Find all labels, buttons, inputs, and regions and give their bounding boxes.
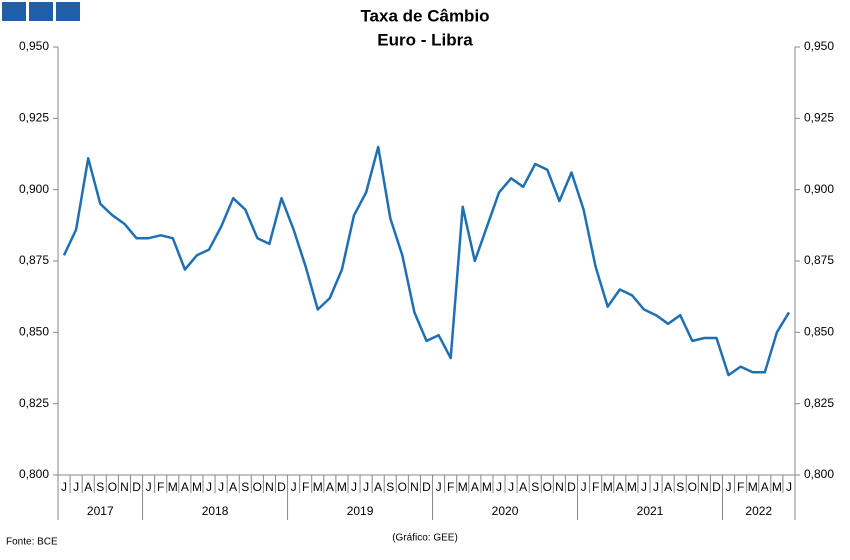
x-tick-label: O: [688, 480, 697, 494]
x-tick-label: M: [748, 480, 758, 494]
x-tick-label: A: [519, 480, 527, 494]
y-tick-label: 0,825: [19, 396, 49, 410]
x-tick-label: A: [761, 480, 769, 494]
x-tick-label: M: [603, 480, 613, 494]
x-tick-label: A: [326, 480, 334, 494]
x-tick-label: N: [555, 480, 564, 494]
logo-block: [2, 2, 26, 21]
y2-tick-label: 0,800: [804, 467, 834, 481]
x-tick-label: M: [627, 480, 637, 494]
x-tick-label: J: [218, 480, 224, 494]
x-tick-label: J: [206, 480, 212, 494]
source: Fonte: BCE: [6, 537, 58, 548]
y2-tick-label: 0,875: [804, 253, 834, 267]
x-tick-label: J: [786, 480, 792, 494]
credit: (Gráfico: GEE): [392, 533, 458, 544]
year-label: 2020: [492, 504, 519, 518]
x-tick-label: S: [386, 480, 394, 494]
x-tick-label: N: [265, 480, 274, 494]
x-tick-label: O: [108, 480, 117, 494]
x-tick-label: N: [120, 480, 129, 494]
x-tick-label: J: [641, 480, 647, 494]
x-tick-label: S: [676, 480, 684, 494]
x-tick-label: N: [410, 480, 419, 494]
x-tick-label: F: [447, 480, 454, 494]
year-label: 2022: [745, 504, 772, 518]
x-tick-label: D: [712, 480, 721, 494]
x-tick-label: S: [96, 480, 104, 494]
x-tick-label: A: [84, 480, 92, 494]
x-tick-label: J: [363, 480, 369, 494]
x-tick-label: J: [146, 480, 152, 494]
year-label: 2021: [637, 504, 664, 518]
x-tick-label: D: [132, 480, 141, 494]
x-tick-label: A: [374, 480, 382, 494]
year-label: 2017: [87, 504, 114, 518]
x-tick-label: J: [508, 480, 514, 494]
x-tick-label: D: [567, 480, 576, 494]
y-tick-label: 0,925: [19, 111, 49, 125]
y-tick-label: 0,900: [19, 182, 49, 196]
y-tick-label: 0,875: [19, 253, 49, 267]
x-tick-label: M: [772, 480, 782, 494]
x-tick-label: J: [496, 480, 502, 494]
x-tick-label: O: [398, 480, 407, 494]
x-tick-label: S: [531, 480, 539, 494]
chart-title: Taxa de Câmbio: [360, 6, 489, 25]
x-tick-label: M: [192, 480, 202, 494]
x-tick-label: J: [653, 480, 659, 494]
x-tick-label: M: [337, 480, 347, 494]
x-tick-label: J: [61, 480, 67, 494]
x-tick-label: J: [581, 480, 587, 494]
x-tick-label: A: [664, 480, 672, 494]
x-tick-label: A: [181, 480, 189, 494]
x-tick-label: O: [253, 480, 262, 494]
x-tick-label: A: [616, 480, 624, 494]
x-tick-label: J: [73, 480, 79, 494]
x-tick-label: J: [436, 480, 442, 494]
data-line: [62, 145, 791, 377]
x-tick-label: M: [168, 480, 178, 494]
year-label: 2018: [202, 504, 229, 518]
x-tick-label: S: [241, 480, 249, 494]
x-tick-label: O: [543, 480, 552, 494]
x-tick-label: J: [291, 480, 297, 494]
y-tick-label: 0,850: [19, 325, 49, 339]
y2-tick-label: 0,950: [804, 39, 834, 53]
x-tick-label: M: [482, 480, 492, 494]
y2-tick-label: 0,825: [804, 396, 834, 410]
logo-block: [29, 2, 53, 21]
x-tick-label: F: [302, 480, 309, 494]
chart-subtitle: Euro - Libra: [377, 30, 473, 49]
x-tick-label: F: [157, 480, 164, 494]
y2-tick-label: 0,850: [804, 325, 834, 339]
year-label: 2019: [347, 504, 374, 518]
y-tick-label: 0,800: [19, 467, 49, 481]
x-tick-label: M: [313, 480, 323, 494]
y-tick-label: 0,950: [19, 39, 49, 53]
x-tick-label: J: [351, 480, 357, 494]
x-tick-label: F: [737, 480, 744, 494]
x-tick-label: M: [458, 480, 468, 494]
y2-tick-label: 0,900: [804, 182, 834, 196]
y2-tick-label: 0,925: [804, 111, 834, 125]
x-tick-label: A: [229, 480, 237, 494]
x-tick-label: D: [277, 480, 286, 494]
x-tick-label: D: [422, 480, 431, 494]
x-tick-label: J: [726, 480, 732, 494]
x-tick-label: A: [471, 480, 479, 494]
logo-block: [56, 2, 80, 21]
x-tick-label: F: [592, 480, 599, 494]
x-tick-label: N: [700, 480, 709, 494]
